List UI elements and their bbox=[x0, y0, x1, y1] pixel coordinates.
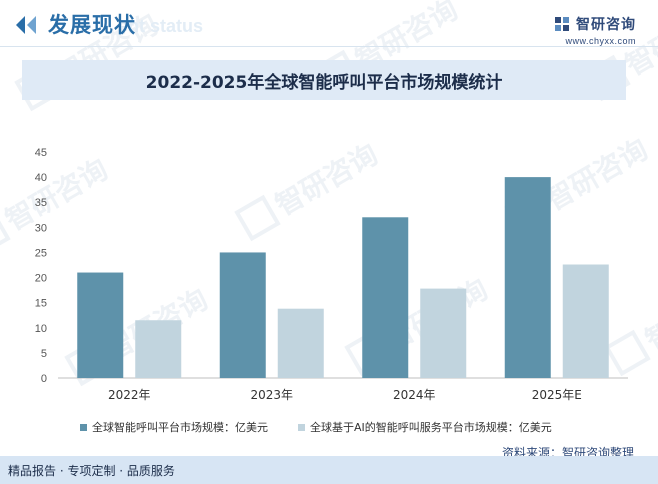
header-divider bbox=[0, 46, 658, 47]
legend-swatch-series-2 bbox=[298, 423, 305, 431]
bar-chart: 0 5 10 15 20 25 30 35 40 45 2022年 2023年 2024年 2025年E bbox=[35, 147, 628, 402]
y-tick-label: 5 bbox=[41, 348, 47, 360]
chart-title-band: 2022-2025年全球智能呼叫平台市场规模统计 bbox=[22, 60, 626, 100]
bar-1-4 bbox=[504, 177, 551, 378]
y-tick-label: 35 bbox=[35, 197, 47, 209]
chart-title: 2022-2025年全球智能呼叫平台市场规模统计 bbox=[145, 72, 503, 93]
x-tick-label: 2024年 bbox=[393, 388, 436, 402]
x-tick-label: 2025年E bbox=[532, 388, 582, 402]
brand-url: www.chyxx.com bbox=[565, 36, 636, 46]
brand-name: 智研咨询 bbox=[576, 17, 636, 33]
bar-2-4 bbox=[562, 264, 609, 378]
bar-2-3 bbox=[420, 288, 467, 378]
y-tick-label: 25 bbox=[35, 247, 47, 259]
y-tick-label: 40 bbox=[35, 172, 47, 184]
y-tick-label: 20 bbox=[35, 273, 47, 285]
bar-2-2 bbox=[277, 308, 324, 378]
legend-label-series-1: 全球智能呼叫平台市场规模：亿美元 bbox=[92, 421, 268, 434]
bar-2-1 bbox=[135, 320, 182, 378]
bar-1-3 bbox=[362, 217, 409, 378]
x-tick-label: 2022年 bbox=[108, 388, 151, 402]
y-tick-label: 10 bbox=[35, 323, 47, 335]
y-tick-label: 45 bbox=[35, 147, 47, 159]
chart-legend: 全球智能呼叫平台市场规模：亿美元 全球基于AI的智能呼叫服务平台市场规模：亿美元 bbox=[80, 419, 582, 435]
y-tick-label: 30 bbox=[35, 222, 47, 234]
brand: 智研咨询 bbox=[554, 14, 636, 34]
section-chevron-icon bbox=[16, 16, 36, 34]
footer-bar: 精品报告 · 专项定制 · 品质服务 bbox=[0, 456, 658, 484]
footer-text: 精品报告 · 专项定制 · 品质服务 bbox=[8, 464, 175, 478]
bar-1-1 bbox=[77, 272, 124, 378]
y-tick-label: 15 bbox=[35, 298, 47, 310]
bar-1-2 bbox=[219, 252, 266, 378]
zhiyan-logo-icon bbox=[555, 17, 569, 31]
section-subtitle: ent status bbox=[118, 16, 204, 36]
y-tick-label: 0 bbox=[41, 373, 47, 385]
legend-item-series-2: 全球基于AI的智能呼叫服务平台市场规模：亿美元 bbox=[298, 419, 552, 435]
legend-item-series-1: 全球智能呼叫平台市场规模：亿美元 bbox=[80, 419, 268, 435]
legend-label-series-2: 全球基于AI的智能呼叫服务平台市场规模：亿美元 bbox=[310, 421, 552, 434]
x-tick-label: 2023年 bbox=[250, 388, 293, 402]
section-title: 发展现状 bbox=[48, 13, 136, 37]
legend-swatch-series-1 bbox=[80, 423, 87, 431]
